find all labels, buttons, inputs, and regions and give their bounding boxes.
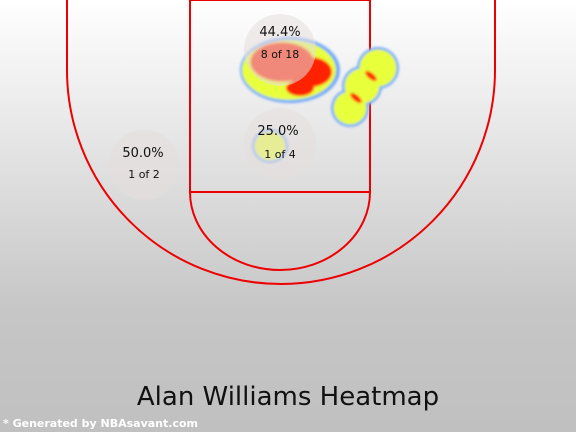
zone-paint-upper: 44.4% 8 of 18 <box>244 14 316 86</box>
three-point-line <box>66 0 496 285</box>
zone-bubble <box>109 130 179 200</box>
heat-cluster-right <box>331 47 399 127</box>
zone-bubbles: 44.4% 8 of 18 25.0% 1 of 4 50.0% 1 of 2 <box>109 14 316 200</box>
chart-title: Alan Williams Heatmap <box>136 382 440 412</box>
zone-pct: 50.0% <box>122 146 163 161</box>
zone-left-midrange: 50.0% 1 of 2 <box>109 130 179 200</box>
zone-pct: 44.4% <box>259 25 300 40</box>
zone-made-of: 1 of 4 <box>264 148 296 161</box>
zone-paint-lower: 25.0% 1 of 4 <box>244 108 316 180</box>
zone-bubble <box>244 108 316 180</box>
zone-made-of: 1 of 2 <box>128 168 160 181</box>
restricted-arc <box>189 191 371 271</box>
zone-made-of: 8 of 18 <box>261 48 300 61</box>
credit-text: * Generated by NBAsavant.com <box>3 417 198 430</box>
zone-bubble <box>244 14 316 86</box>
zone-pct: 25.0% <box>257 124 298 139</box>
